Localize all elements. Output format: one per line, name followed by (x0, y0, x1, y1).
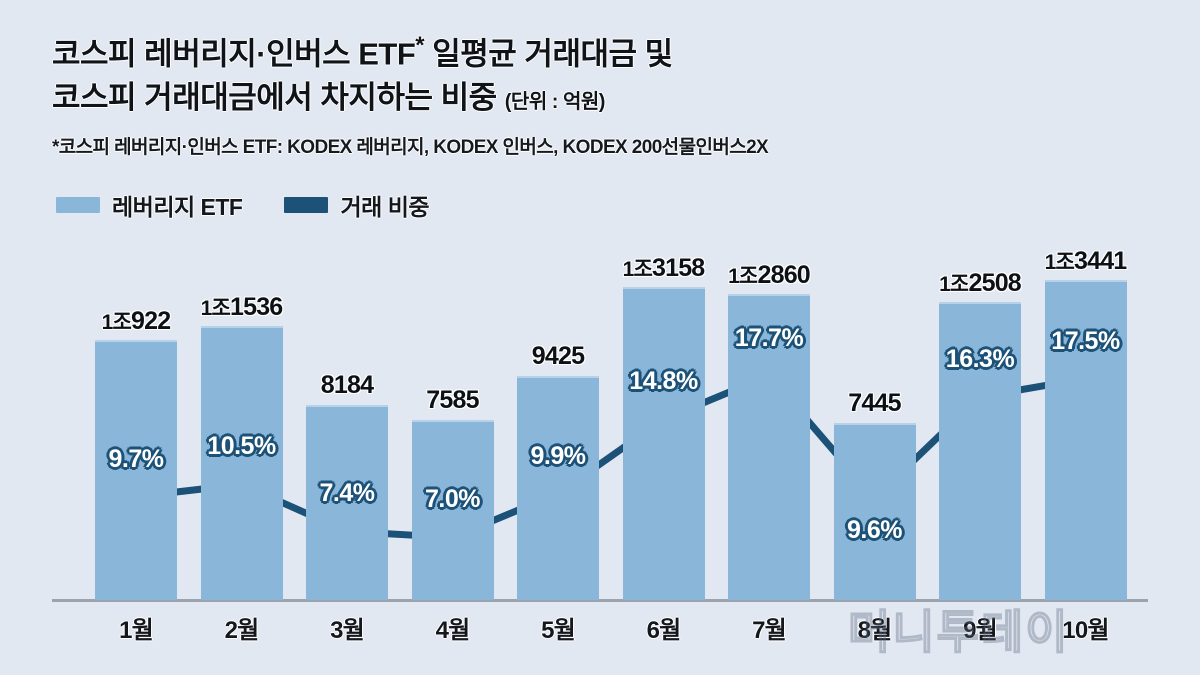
legend-swatch-bar (56, 197, 100, 213)
page-title-line-1: 코스피 레버리지·인버스 ETF* 일평균 거래대금 및 (52, 24, 1162, 76)
x-axis-line (52, 599, 1148, 602)
legend-item-leverage-etf: 레버리지 ETF (56, 188, 243, 222)
x-axis-label-10월: 10월 (1062, 617, 1109, 644)
title-text-line2: 코스피 거래대금에서 차지하는 비중 (52, 80, 497, 116)
title-asterisk: * (415, 32, 425, 59)
x-axis-label-2월: 2월 (224, 617, 260, 644)
x-axis-label-1월: 1월 (119, 617, 154, 644)
title-text-tail: 일평균 거래대금 및 (424, 36, 673, 72)
bar-value-label-7월: 1조2860 (728, 261, 811, 290)
share-label-2월: 10.5% (207, 432, 276, 461)
bar-3월 (306, 405, 388, 600)
bar-10월 (1044, 280, 1127, 600)
x-axis-label-7월: 7월 (752, 617, 787, 644)
legend-swatch-line (284, 197, 329, 213)
x-axis-label-4월: 4월 (435, 617, 471, 644)
bar-9월 (939, 302, 1021, 600)
share-label-8월: 9.6% (847, 516, 902, 545)
share-label-6월: 14.8% (629, 367, 698, 396)
x-axis-label-5월: 5월 (541, 617, 576, 644)
x-axis-label-9월: 9월 (963, 617, 998, 644)
bar-value-label-5월: 9425 (531, 341, 585, 370)
bar-5월 (517, 375, 599, 600)
legend-label-leverage-etf: 레버리지 ETF (112, 194, 243, 220)
share-label-5월: 9.9% (530, 441, 586, 470)
share-label-10월: 17.5% (1051, 326, 1120, 355)
x-axis-label-8월: 8월 (857, 617, 893, 644)
share-label-4월: 7.0% (425, 485, 480, 514)
bar-value-label-1월: 1조922 (101, 307, 172, 336)
bar-7월 (728, 294, 810, 600)
bar-2월 (200, 325, 283, 600)
bar-value-label-10월: 1조3441 (1044, 247, 1128, 276)
title-text-main: 코스피 레버리지·인버스 ETF (52, 36, 416, 72)
bar-value-label-2월: 1조1536 (200, 292, 284, 321)
bar-8월 (833, 422, 916, 600)
x-axis-label-3월: 3월 (330, 617, 365, 644)
bar-6월 (622, 286, 705, 600)
chart-legend: 레버리지 ETF 거래 비중 (56, 188, 430, 222)
legend-label-trade-share: 거래 비중 (340, 194, 430, 220)
unit-note: (단위 : 억원) (504, 91, 606, 114)
footnote: *코스피 레버리지·인버스 ETF: KODEX 레버리지, KODEX 인버스… (52, 137, 769, 159)
share-label-7월: 17.7% (734, 323, 804, 352)
page-title-line-2: 코스피 거래대금에서 차지하는 비중 (단위 : 억원) (52, 76, 1162, 124)
legend-item-trade-share: 거래 비중 (284, 188, 430, 222)
share-label-1월: 9.7% (108, 444, 164, 473)
share-label-9월: 16.3% (945, 344, 1015, 373)
bar-value-label-4월: 7585 (426, 385, 479, 414)
share-label-3월: 7.4% (319, 479, 375, 508)
bar-4월 (411, 419, 494, 600)
bar-value-label-8월: 7445 (848, 388, 901, 417)
bar-value-label-6월: 1조3158 (622, 253, 706, 282)
bar-1월 (95, 340, 177, 600)
x-axis-label-6월: 6월 (646, 617, 682, 644)
bar-value-label-9월: 1조2508 (939, 269, 1022, 298)
bar-value-label-3월: 8184 (320, 371, 374, 400)
chart-header: 코스피 레버리지·인버스 ETF* 일평균 거래대금 및 코스피 거래대금에서 … (52, 24, 1162, 159)
